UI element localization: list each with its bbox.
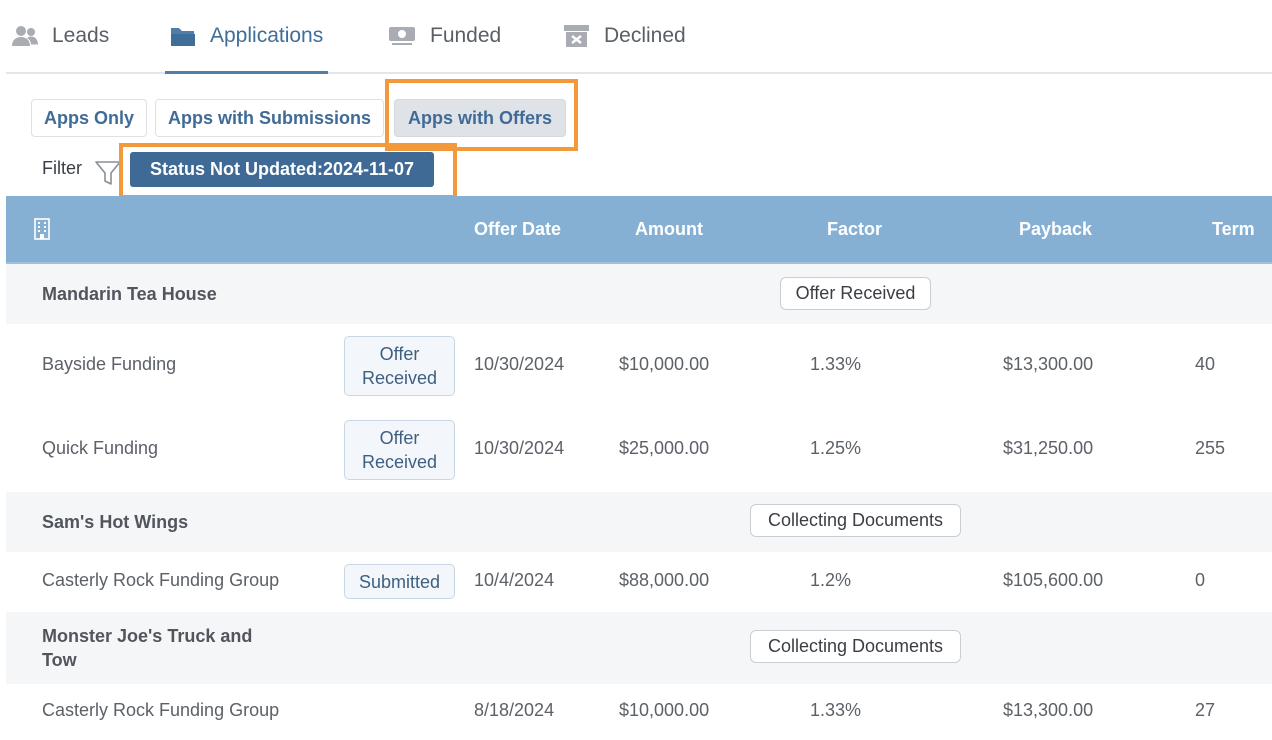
table-row[interactable]: Casterly Rock Funding Group Submitted 10… bbox=[6, 552, 1272, 612]
factor: 1.2% bbox=[810, 570, 852, 590]
offer-status-badge: Offer Received bbox=[344, 420, 455, 480]
building-icon bbox=[34, 218, 50, 245]
folder-icon bbox=[170, 25, 196, 47]
group-status-badge: Collecting Documents bbox=[750, 504, 961, 537]
group-row[interactable]: Monster Joe's Truck and Tow Collecting D… bbox=[6, 612, 1272, 684]
tab-applications[interactable]: Applications bbox=[164, 0, 329, 74]
table-header: Offer Date Amount Factor Payback Term bbox=[6, 196, 1272, 264]
funder-name: Casterly Rock Funding Group bbox=[42, 570, 280, 590]
funnel-icon[interactable] bbox=[94, 159, 122, 192]
factor: 1.25% bbox=[810, 438, 862, 458]
term: 40 bbox=[1195, 354, 1216, 374]
money-icon bbox=[388, 25, 416, 47]
amount: $88,000.00 bbox=[619, 570, 710, 590]
filter-label: Filter bbox=[42, 158, 82, 178]
apps-only-button[interactable]: Apps Only bbox=[31, 99, 147, 137]
offer-date: 10/30/2024 bbox=[474, 438, 565, 458]
table-row[interactable]: Quick Funding Offer Received 10/30/2024 … bbox=[6, 408, 1272, 492]
amount: $10,000.00 bbox=[619, 700, 710, 720]
tab-label: Leads bbox=[52, 24, 110, 47]
payback: $105,600.00 bbox=[1003, 570, 1104, 590]
group-row[interactable]: Mandarin Tea House Offer Received bbox=[6, 264, 1272, 324]
offer-date: 10/4/2024 bbox=[474, 570, 555, 590]
term: 0 bbox=[1195, 570, 1206, 590]
business-name[interactable]: Sam's Hot Wings bbox=[42, 512, 189, 532]
payback: $31,250.00 bbox=[1003, 438, 1094, 458]
main-tabs: Leads Applications Funded Declined bbox=[6, 0, 1272, 74]
offer-date: 10/30/2024 bbox=[474, 354, 565, 374]
funder-name: Bayside Funding bbox=[42, 354, 177, 374]
offer-date: 8/18/2024 bbox=[474, 700, 555, 720]
offer-status-badge: Offer Received bbox=[344, 336, 455, 396]
business-name[interactable]: Mandarin Tea House bbox=[42, 284, 217, 304]
users-icon bbox=[12, 25, 38, 47]
term: 27 bbox=[1195, 700, 1216, 720]
table-row[interactable]: Bayside Funding Offer Received 10/30/202… bbox=[6, 324, 1272, 408]
header-amount[interactable]: Amount bbox=[635, 218, 703, 239]
header-factor[interactable]: Factor bbox=[827, 218, 883, 239]
funder-name: Casterly Rock Funding Group bbox=[42, 700, 280, 720]
amount: $25,000.00 bbox=[619, 438, 710, 458]
tab-leads[interactable]: Leads bbox=[12, 0, 109, 72]
group-status-badge: Offer Received bbox=[780, 277, 931, 310]
factor: 1.33% bbox=[810, 700, 862, 720]
apps-with-offers-button[interactable]: Apps with Offers bbox=[394, 99, 566, 137]
archive-x-icon bbox=[563, 24, 590, 48]
header-offer-date[interactable]: Offer Date bbox=[474, 218, 562, 239]
table-row[interactable]: Casterly Rock Funding Group 8/18/2024 $1… bbox=[6, 684, 1272, 740]
business-name[interactable]: Monster Joe's Truck and Tow bbox=[42, 626, 253, 670]
group-status-badge: Collecting Documents bbox=[750, 630, 961, 663]
filter-chip[interactable]: Status Not Updated:2024-11-07 bbox=[130, 152, 434, 187]
payback: $13,300.00 bbox=[1003, 700, 1094, 720]
funder-name: Quick Funding bbox=[42, 438, 159, 458]
header-term[interactable]: Term bbox=[1212, 218, 1255, 239]
apps-with-submissions-button[interactable]: Apps with Submissions bbox=[155, 99, 384, 137]
factor: 1.33% bbox=[810, 354, 862, 374]
tab-label: Applications bbox=[210, 24, 324, 47]
tab-label: Funded bbox=[430, 24, 502, 47]
tab-declined[interactable]: Declined bbox=[563, 0, 686, 72]
header-payback[interactable]: Payback bbox=[1019, 218, 1093, 239]
offer-status-badge: Submitted bbox=[344, 564, 455, 599]
payback: $13,300.00 bbox=[1003, 354, 1094, 374]
amount: $10,000.00 bbox=[619, 354, 710, 374]
tab-label: Declined bbox=[604, 24, 686, 47]
group-row[interactable]: Sam's Hot Wings Collecting Documents bbox=[6, 492, 1272, 552]
tab-funded[interactable]: Funded bbox=[388, 0, 501, 72]
term: 255 bbox=[1195, 438, 1226, 458]
